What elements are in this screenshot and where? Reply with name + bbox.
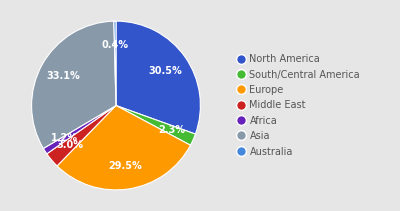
Wedge shape <box>114 21 116 106</box>
Text: 1.2%: 1.2% <box>51 133 78 143</box>
Legend: North America, South/Central America, Europe, Middle East, Africa, Asia, Austral: North America, South/Central America, Eu… <box>237 54 360 157</box>
Wedge shape <box>116 21 200 134</box>
Text: 2.3%: 2.3% <box>158 125 185 135</box>
Text: 0.4%: 0.4% <box>102 40 129 50</box>
Wedge shape <box>116 106 196 145</box>
Wedge shape <box>43 106 116 154</box>
Text: 30.5%: 30.5% <box>149 66 182 76</box>
Wedge shape <box>57 106 190 190</box>
Wedge shape <box>32 21 116 149</box>
Text: 33.1%: 33.1% <box>46 71 80 81</box>
Text: 29.5%: 29.5% <box>108 161 142 170</box>
Text: 3.0%: 3.0% <box>56 140 83 150</box>
Wedge shape <box>47 106 116 166</box>
